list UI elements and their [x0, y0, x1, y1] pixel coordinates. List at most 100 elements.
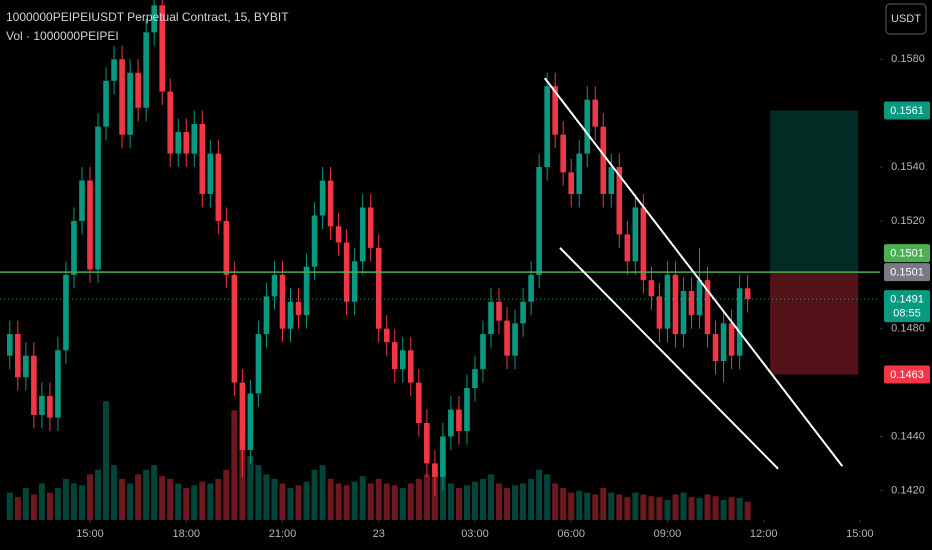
candle-body — [327, 180, 334, 227]
volume-bar — [111, 465, 118, 520]
volume-bar — [632, 492, 639, 520]
candle-body — [143, 32, 149, 108]
volume-bar — [207, 483, 214, 520]
volume-bar — [30, 494, 37, 520]
candle-body — [416, 382, 422, 424]
candle-body — [504, 320, 510, 356]
candle-body — [720, 323, 727, 362]
volume-bar — [576, 490, 583, 520]
volume-bar — [351, 481, 358, 520]
volume-bar — [512, 485, 519, 520]
volume-bar — [14, 497, 21, 520]
volume-bar — [584, 492, 591, 520]
volume-bar — [319, 465, 326, 520]
x-tick-label: 03:00 — [461, 528, 489, 540]
volume-bar — [54, 488, 61, 520]
volume-bar — [744, 501, 751, 520]
volume-bar — [119, 478, 126, 520]
y-tick-label: 0.1480 — [891, 323, 925, 335]
price-label-text: 0.1491 — [890, 293, 924, 305]
volume-bar — [70, 483, 77, 520]
candle-body — [367, 207, 374, 248]
candle-body — [39, 396, 45, 415]
candle-body — [103, 80, 109, 127]
candle-body — [71, 220, 77, 275]
volume-bar — [247, 456, 254, 520]
candle-body — [23, 355, 29, 378]
volume-bar — [712, 496, 719, 520]
volume-bar — [231, 410, 238, 520]
volume-bar — [279, 483, 286, 520]
price-label-text: 0.1501 — [890, 248, 924, 260]
volume-bar — [552, 483, 559, 520]
volume-bar — [87, 474, 93, 520]
candle-body — [544, 86, 550, 168]
volume-bar — [167, 478, 174, 520]
candle-body — [351, 261, 358, 302]
volume-bar — [127, 483, 134, 520]
price-label-text: 0.1561 — [890, 105, 924, 117]
candle-body — [271, 274, 278, 297]
volume-bar — [399, 488, 406, 520]
candle-body — [311, 215, 318, 267]
volume-title: Vol · 1000000PEIPEI — [6, 29, 119, 43]
volume-bar — [263, 474, 270, 520]
volume-bar — [375, 478, 382, 520]
volume-bar — [135, 474, 142, 520]
candle-body — [127, 72, 133, 135]
volume-bar — [391, 485, 398, 520]
candle-body — [383, 328, 390, 343]
volume-bar — [95, 469, 102, 520]
volume-bar — [672, 494, 679, 520]
volume-bar — [496, 483, 503, 520]
candle-body — [15, 334, 21, 378]
candle-body — [47, 396, 53, 418]
candle-body — [247, 393, 254, 450]
candle-body — [167, 91, 173, 154]
candle-body — [488, 301, 494, 335]
volume-bar — [271, 478, 278, 520]
volume-bar — [359, 476, 366, 520]
y-tick-label: 0.1580 — [891, 53, 925, 65]
countdown-text: 08:55 — [893, 307, 921, 319]
candle-body — [672, 274, 679, 335]
x-tick-label: 15:00 — [76, 528, 104, 540]
volume-bar — [367, 483, 374, 520]
volume-bar — [680, 492, 687, 520]
candle-body — [375, 247, 382, 329]
volume-bar — [62, 478, 69, 520]
volume-bar — [616, 494, 623, 520]
x-tick-label: 09:00 — [654, 528, 682, 540]
candle-body — [664, 274, 671, 329]
candle-body — [399, 350, 406, 370]
currency-button[interactable] — [885, 3, 927, 35]
volume-bar — [46, 492, 53, 520]
volume-bar — [38, 483, 45, 520]
candle-body — [175, 132, 182, 154]
plot-area — [0, 0, 880, 520]
currency-button-label[interactable]: USDT — [891, 13, 921, 25]
candle-body — [496, 301, 502, 321]
volume-bar — [183, 488, 190, 520]
candle-body — [7, 334, 13, 356]
candle-body — [55, 350, 61, 418]
candle-body — [79, 180, 85, 221]
volume-bar — [6, 492, 13, 520]
y-tick-label: 0.1420 — [891, 484, 925, 496]
candle-body — [159, 5, 165, 92]
position-target-zone — [770, 110, 859, 273]
volume-bar — [423, 474, 430, 520]
volume-bar — [544, 474, 551, 520]
volume-bar — [151, 465, 158, 520]
volume-bar — [335, 483, 342, 520]
volume-bar — [447, 483, 454, 520]
candle-body — [528, 274, 534, 302]
candle-body — [215, 153, 222, 221]
candle-body — [303, 266, 310, 316]
candle-body — [440, 436, 446, 477]
volume-bar — [488, 474, 494, 520]
candle-body — [151, 5, 157, 33]
candle-body — [199, 123, 206, 194]
volume-bar — [103, 401, 110, 520]
